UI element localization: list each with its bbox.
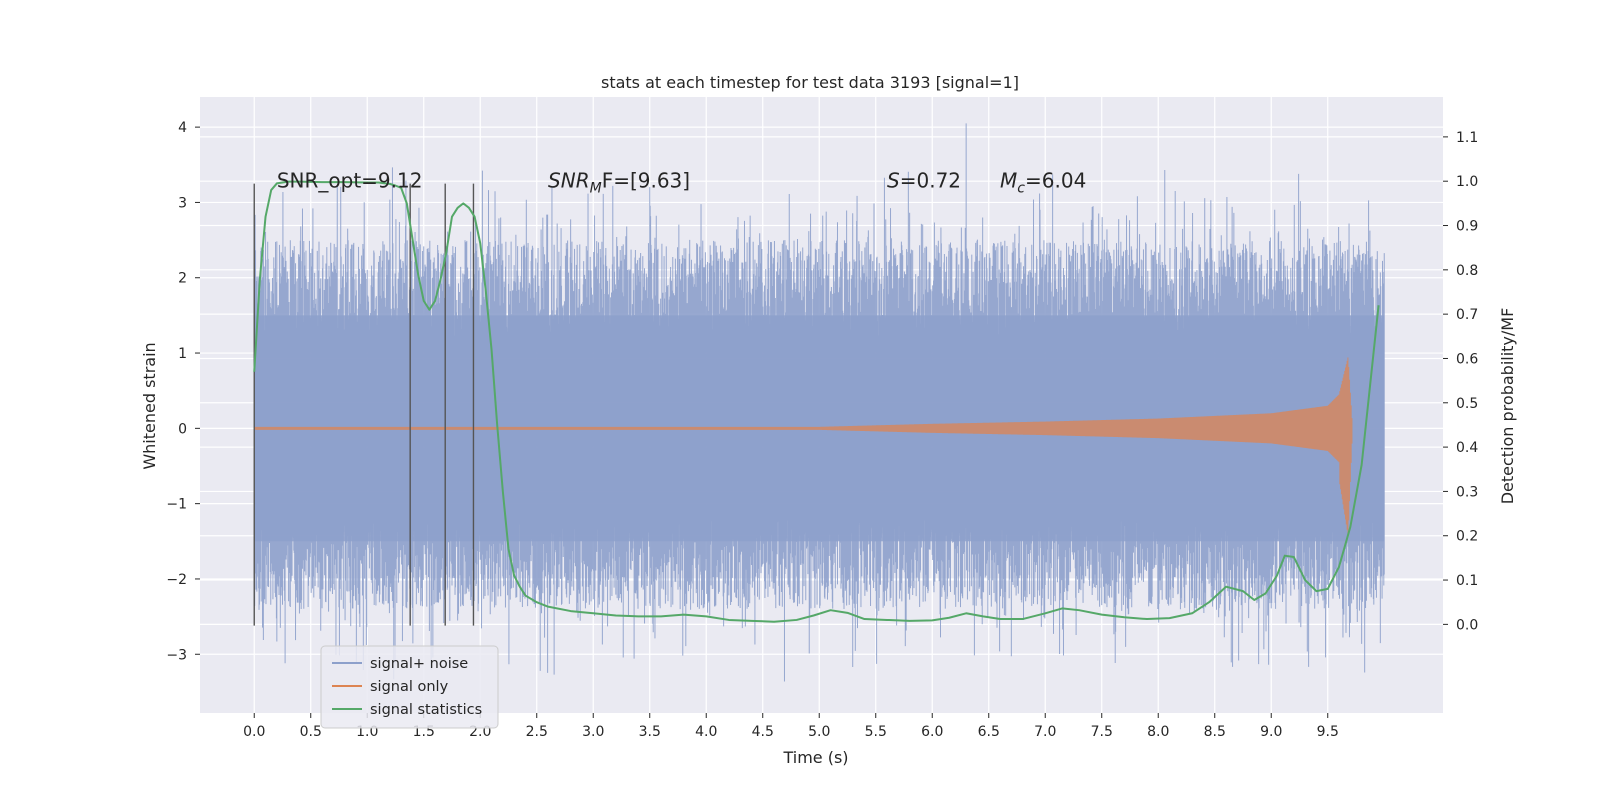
x-tick-label: 3.0 bbox=[582, 724, 604, 740]
x-tick-label: 8.0 bbox=[1147, 724, 1169, 740]
y-tick-label: −3 bbox=[166, 647, 187, 663]
legend-label-signal-only: signal only bbox=[370, 679, 449, 695]
x-axis-title: Time (s) bbox=[782, 748, 848, 767]
x-tick-label: 6.0 bbox=[921, 724, 943, 740]
signal-statistics-line bbox=[253, 180, 1380, 623]
x-tick-label: 7.5 bbox=[1091, 724, 1113, 740]
x-tick-label: 4.0 bbox=[695, 724, 717, 740]
y2-tick-label: 1.0 bbox=[1456, 174, 1478, 190]
y-tick-label: 4 bbox=[178, 120, 187, 136]
y2-tick-label: 0.8 bbox=[1456, 263, 1478, 279]
y2-axis-title: Detection probability/MF bbox=[1498, 308, 1517, 505]
y2-tick-label: 0.0 bbox=[1456, 617, 1478, 633]
annotation-1: SNRMF=[9.63] bbox=[548, 168, 690, 196]
x-tick-label: 9.0 bbox=[1260, 724, 1282, 740]
y2-tick-label: 0.7 bbox=[1456, 307, 1478, 323]
legend-box bbox=[320, 645, 499, 729]
annotation-0: SNR_opt=9.12 bbox=[277, 168, 423, 192]
y-tick-label: −1 bbox=[166, 497, 187, 513]
x-tick-label: 9.5 bbox=[1317, 724, 1339, 740]
y2-tick-label: 0.3 bbox=[1456, 484, 1478, 500]
y2-tick-label: 0.9 bbox=[1456, 219, 1478, 235]
annotations: SNR_opt=9.12 SNRMF=[9.63] S=0.72 Mc=6.04 bbox=[277, 168, 1086, 196]
y2-tick-label: 0.1 bbox=[1456, 573, 1478, 589]
y2-tick-label: 0.5 bbox=[1456, 396, 1478, 412]
y-tick-label: −2 bbox=[166, 572, 187, 588]
y2-tick-label: 0.2 bbox=[1456, 529, 1478, 545]
series-signal-statistics bbox=[253, 180, 1380, 623]
legend-label-signal-noise: signal+ noise bbox=[370, 656, 468, 672]
annotation-2: S=0.72 bbox=[887, 168, 961, 192]
y-axis-title: Whitened strain bbox=[140, 342, 159, 469]
x-tick-label: 5.5 bbox=[865, 724, 887, 740]
x-tick-label: 0.0 bbox=[243, 724, 265, 740]
x-tick-label: 5.0 bbox=[808, 724, 830, 740]
y-tick-label: 1 bbox=[178, 346, 187, 362]
x-tick-label: 8.5 bbox=[1204, 724, 1226, 740]
x-tick-label: 4.5 bbox=[752, 724, 774, 740]
y2-tick-label: 1.1 bbox=[1456, 130, 1478, 146]
legend-label-signal-statistics: signal statistics bbox=[370, 702, 482, 718]
legend: signal+ noise signal only signal statist… bbox=[320, 645, 499, 729]
y-tick-label: 0 bbox=[178, 421, 187, 437]
x-tick-label: 7.0 bbox=[1034, 724, 1056, 740]
x-tick-label: 6.5 bbox=[978, 724, 1000, 740]
chart-title: stats at each timestep for test data 319… bbox=[601, 73, 1019, 92]
x-tick-label: 0.5 bbox=[300, 724, 322, 740]
y2-tick-label: 0.6 bbox=[1456, 351, 1478, 367]
annotation-3: Mc=6.04 bbox=[1000, 168, 1086, 196]
x-tick-label: 3.5 bbox=[639, 724, 661, 740]
x-tick-label: 2.5 bbox=[526, 724, 548, 740]
y-tick-label: 3 bbox=[178, 195, 187, 211]
y2-tick-label: 0.4 bbox=[1456, 440, 1478, 456]
y-tick-label: 2 bbox=[178, 271, 187, 287]
y-axis-ticks: −3 −2 −1 0 1 2 3 4 bbox=[166, 120, 200, 663]
y2-axis-ticks: 0.0 0.1 0.2 0.3 0.4 0.5 0.6 0.7 0.8 0.9 1.0 1.1 bbox=[1443, 130, 1478, 633]
